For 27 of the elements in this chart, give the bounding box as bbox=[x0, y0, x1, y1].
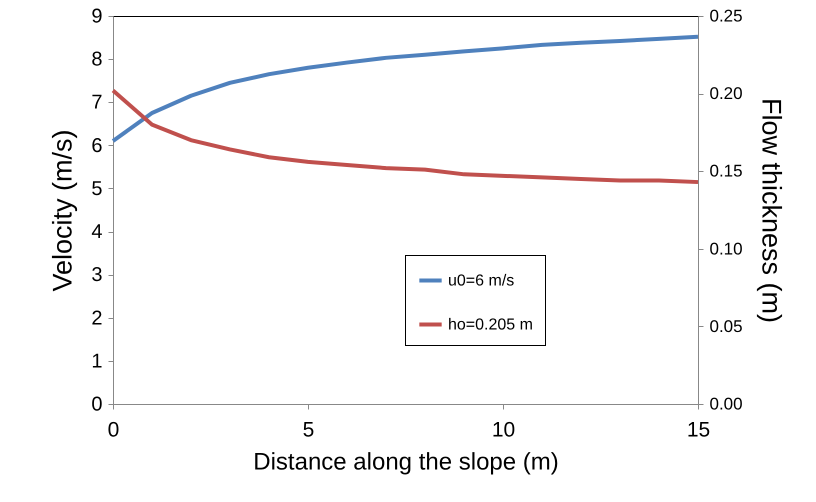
y2-tick-label: 0.25 bbox=[710, 6, 743, 26]
y-tick-label: 7 bbox=[91, 92, 102, 114]
legend-label: ho=0.205 m bbox=[448, 316, 533, 334]
y-tick-label: 0 bbox=[91, 394, 102, 416]
legend-label: u0=6 m/s bbox=[448, 272, 514, 290]
x-tick-label: 5 bbox=[302, 418, 314, 442]
x-tick-label: 0 bbox=[108, 418, 120, 442]
y-tick-label: 4 bbox=[91, 221, 102, 244]
y2-tick-label: 0.05 bbox=[710, 316, 743, 336]
y-tick-label: 5 bbox=[91, 178, 102, 200]
x-tick-label: 15 bbox=[686, 418, 710, 442]
y-tick-label: 8 bbox=[91, 48, 102, 71]
y2-tick-label: 0.15 bbox=[710, 162, 743, 181]
y-tick-label: 9 bbox=[91, 6, 102, 28]
y-axis-title: Velocity (m/s) bbox=[47, 129, 78, 292]
line-series bbox=[111, 88, 700, 184]
y2-tick-label: 0.20 bbox=[710, 84, 743, 104]
y2-tick-label: 0.00 bbox=[710, 394, 743, 414]
line-series bbox=[111, 34, 700, 144]
y-tick-label: 2 bbox=[91, 307, 102, 330]
y-tick-label: 6 bbox=[91, 134, 102, 157]
y2-tick-label: 0.10 bbox=[710, 239, 743, 258]
x-tick-label: 10 bbox=[492, 418, 516, 442]
x-axis-title: Distance along the slope (m) bbox=[253, 448, 559, 476]
y2-axis-title: Flow thickness (m) bbox=[756, 98, 787, 324]
y-tick-label: 1 bbox=[91, 350, 102, 372]
y-tick-label: 3 bbox=[91, 264, 102, 286]
